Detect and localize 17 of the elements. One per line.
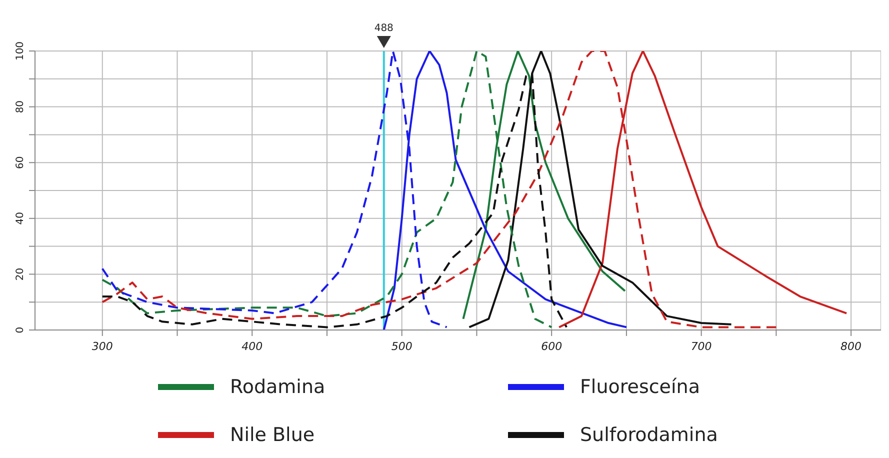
x-tick-label: 400 [242, 340, 263, 353]
legend-label: Nile Blue [230, 424, 315, 446]
y-tick-label: 0 [15, 326, 26, 334]
x-tick-label: 800 [840, 340, 862, 353]
x-tick-label: 700 [690, 340, 712, 353]
x-tick-label: 300 [92, 340, 113, 353]
y-tick-label: 40 [15, 212, 26, 225]
y-tick-label: 20 [15, 268, 26, 281]
legend-label: Sulforodamina [580, 424, 718, 446]
legend-label: Rodamina [230, 376, 326, 398]
ref-line-label: 488 [374, 23, 394, 34]
y-tick-label: 60 [15, 156, 26, 169]
legend-label: Fluoresceína [580, 376, 700, 398]
x-tick-label: 600 [541, 340, 562, 353]
y-tick-label: 100 [15, 41, 26, 61]
y-tick-label: 80 [15, 100, 26, 114]
x-tick-label: 500 [391, 340, 412, 353]
